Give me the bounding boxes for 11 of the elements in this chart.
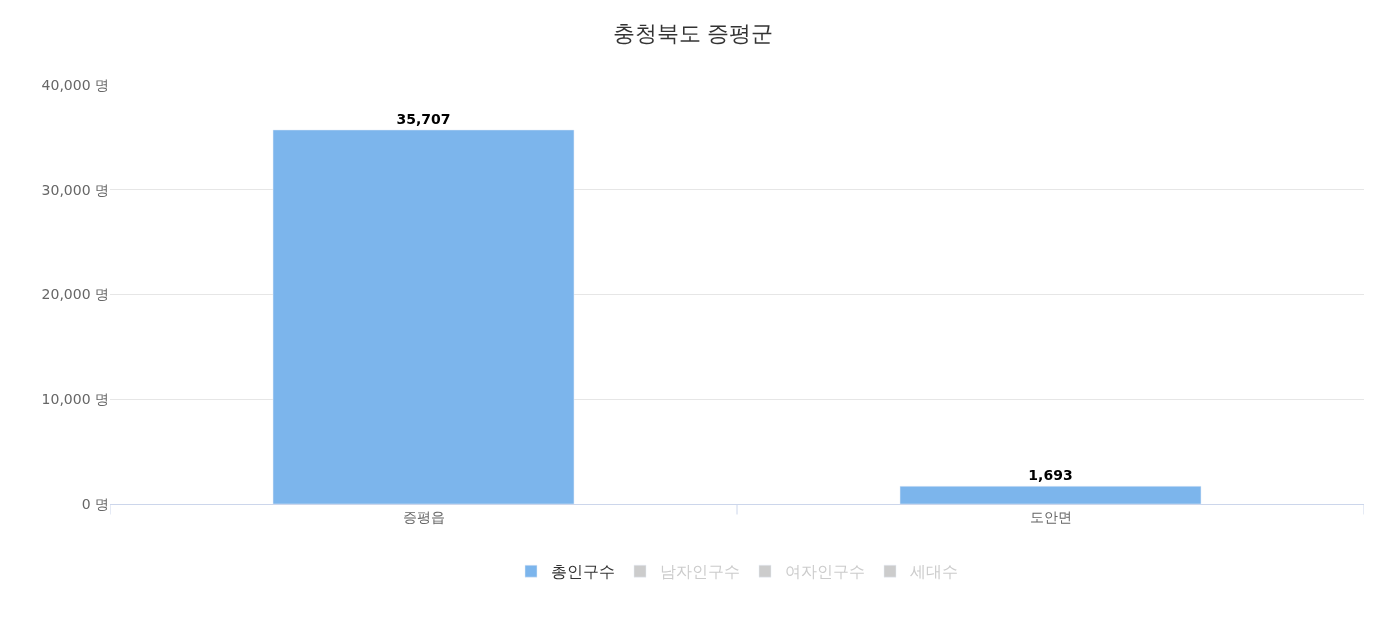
chart-title: 충청북도 증평군	[612, 20, 774, 46]
x-tick-label: 증평읍	[402, 508, 445, 525]
y-tick-label: 10,000 명	[41, 391, 109, 408]
y-tick-label: 40,000 명	[41, 76, 109, 93]
data-label: 35,707	[396, 110, 451, 127]
y-tick-label: 0 명	[81, 495, 109, 512]
y-tick-label: 20,000 명	[41, 286, 109, 303]
x-tick-label: 도안면	[1029, 508, 1072, 525]
data-label: 1,693	[1028, 467, 1073, 484]
y-tick-label: 30,000 명	[41, 181, 109, 198]
legend-label: 총인구수	[551, 562, 615, 582]
